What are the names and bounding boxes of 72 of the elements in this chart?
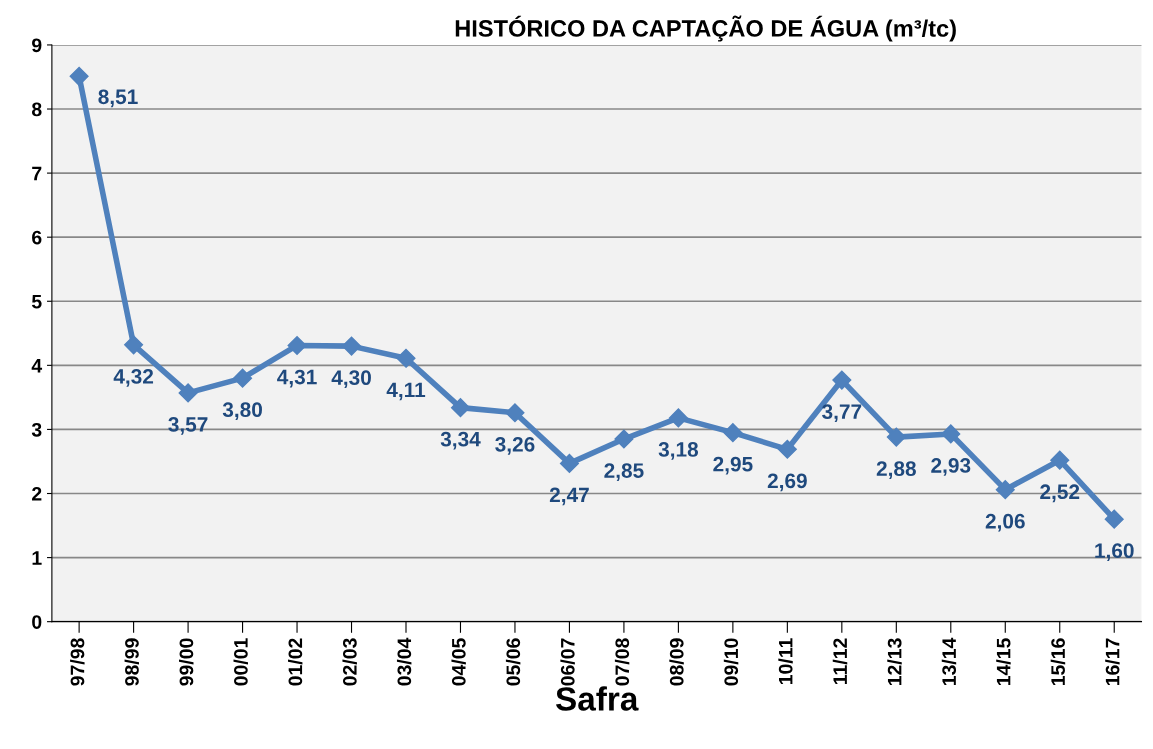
point [614, 429, 634, 449]
x-tick-label: 00/01 [233, 638, 248, 686]
point [178, 383, 198, 403]
point [341, 336, 362, 356]
point [832, 370, 852, 390]
x-tick-label: 13/14 [941, 637, 957, 686]
x-tick-label: 99/00 [179, 638, 194, 686]
y-tick-label: 9 [32, 38, 42, 53]
y-tick-label: 1 [32, 551, 42, 565]
data-label: 3,57 [168, 417, 208, 435]
y-tick-label: 5 [31, 294, 42, 309]
point [559, 453, 579, 473]
x-tick-label: 01/02 [287, 638, 303, 686]
point [1050, 450, 1070, 470]
data-label: 3,80 [222, 402, 262, 421]
point [995, 480, 1015, 500]
x-tick-label: 07/08 [614, 638, 630, 686]
data-label: 3,26 [495, 436, 535, 455]
data-label: 2,85 [604, 463, 644, 481]
x-tick-label: 04/05 [451, 638, 466, 686]
y-tick-label: 6 [32, 230, 42, 245]
x-tick-label: 03/04 [396, 637, 412, 686]
data-label: 8,51 [98, 89, 138, 108]
x-tick-label: 11/12 [832, 638, 848, 684]
data-label: 2,52 [1040, 484, 1080, 503]
x-tick-label: 05/06 [505, 638, 521, 686]
point [450, 398, 471, 418]
x-tick-label: 02/03 [342, 638, 357, 686]
y-tick-label: 7 [32, 166, 42, 181]
y-tick-label: 2 [32, 486, 42, 501]
y-tick-label: 8 [31, 102, 42, 117]
x-axis-title: Safra [555, 686, 639, 711]
data-label: 4,31 [277, 369, 317, 388]
y-tick-label: 3 [31, 422, 42, 437]
point [233, 368, 253, 388]
point [941, 424, 961, 444]
data-label: 4,32 [113, 369, 154, 387]
data-label: 2,47 [549, 487, 589, 506]
y-tick-label: 4 [31, 359, 43, 373]
x-tick-label: 12/13 [887, 638, 902, 686]
data-label: 2,95 [713, 456, 753, 475]
x-tick-label: 98/99 [124, 638, 140, 686]
data-label: 3,77 [822, 404, 862, 423]
data-label: 4,11 [386, 382, 426, 401]
y-tick-label: 0 [32, 615, 42, 629]
point [668, 408, 688, 428]
chart-title: HISTÓRICO DA CAPTAÇÃO DE ÁGUA (m³/tc) [455, 15, 956, 42]
data-label: 2,88 [876, 461, 916, 480]
x-tick-label: 06/07 [560, 638, 575, 686]
point [777, 439, 797, 459]
x-tick-label: 08/09 [669, 638, 684, 686]
x-tick-label: 10/11 [778, 638, 793, 684]
data-label: 2,06 [985, 513, 1025, 532]
point [505, 403, 525, 423]
x-tick-label: 15/16 [1050, 638, 1066, 686]
x-tick-label: 14/15 [996, 638, 1011, 686]
point [287, 335, 307, 356]
data-label: 3,18 [658, 442, 699, 460]
data-label: 2,93 [931, 458, 971, 476]
point [124, 335, 144, 355]
x-tick-label: 16/17 [1105, 638, 1120, 686]
data-label: 2,69 [767, 473, 807, 492]
point [723, 423, 743, 443]
data-label: 4,30 [331, 370, 371, 389]
data-label: 3,34 [440, 431, 481, 450]
point [69, 66, 89, 86]
point [886, 427, 906, 447]
x-tick-label: 97/98 [70, 638, 85, 686]
point [396, 348, 416, 368]
x-tick-label: 09/10 [723, 638, 739, 686]
point [1104, 509, 1124, 529]
data-label: 1,60 [1095, 543, 1134, 562]
